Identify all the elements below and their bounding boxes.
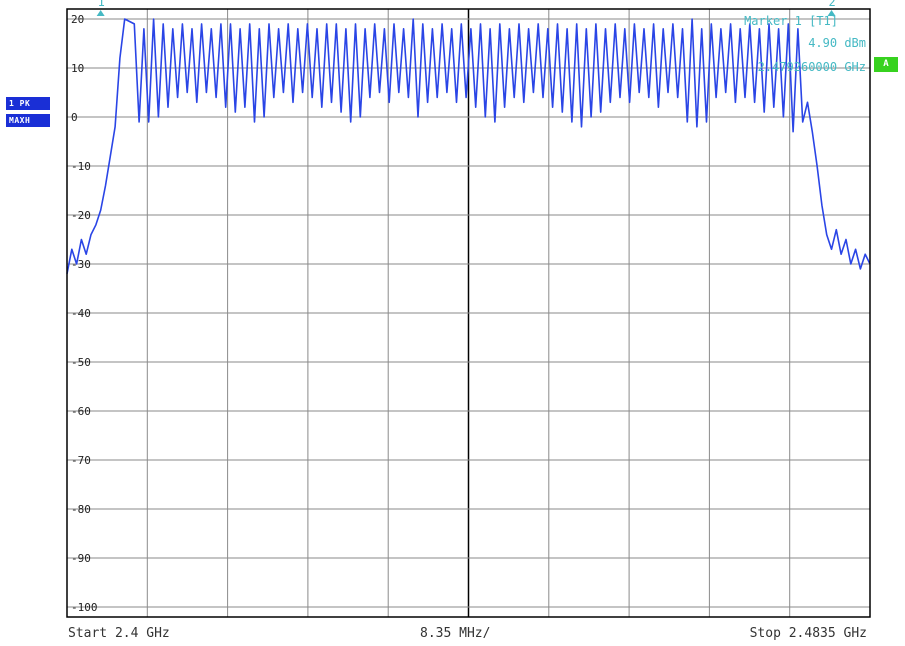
y-tick-label: -90 (71, 552, 91, 565)
trace-badge: 1 PK (6, 97, 50, 110)
marker-triangle (96, 10, 105, 16)
y-tick-labels: 20 10 0 -10 -20 -30 -40 -50 -60 -70 -80 -90 -100 (71, 13, 98, 614)
marker-readout-line2: 4.90 dBm (808, 36, 866, 50)
marker-readout-line1: Marker 1 [T1] (744, 14, 838, 28)
plot-frame (66, 8, 871, 618)
y-tick-label: 20 (71, 13, 84, 26)
start-frequency-label: Start 2.4 GHz (68, 626, 170, 641)
marker-label: 2 (829, 0, 836, 9)
y-tick-label: -30 (71, 258, 91, 271)
y-tick-label: 0 (71, 111, 78, 124)
y-tick-label: -60 (71, 405, 91, 418)
y-tick-label: -50 (71, 356, 91, 369)
grid-lines (67, 9, 870, 617)
marker-triangle (827, 10, 836, 16)
marker-label: 1 (98, 0, 105, 9)
marker-readout: Marker 1 [T1] 4.90 dBm 2.479260000 GHz (744, 14, 866, 74)
screen-a-badge: A (874, 57, 898, 72)
stop-frequency-label: Stop 2.4835 GHz (749, 626, 867, 641)
span-per-division-label: 8.35 MHz/ (420, 626, 491, 641)
y-tick-label: -80 (71, 503, 91, 516)
trace-mode-badge: MAXH (6, 114, 50, 127)
y-tick-label: -70 (71, 454, 91, 467)
marker-readout-line3: 2.479260000 GHz (758, 60, 866, 74)
y-tick-label: -20 (71, 209, 91, 222)
trace-group (66, 18, 871, 274)
y-tick-label: -40 (71, 307, 91, 320)
y-tick-label: 10 (71, 62, 84, 75)
y-tick-label: -10 (71, 160, 91, 173)
y-tick-label: -100 (71, 601, 98, 614)
series-line (66, 18, 871, 274)
